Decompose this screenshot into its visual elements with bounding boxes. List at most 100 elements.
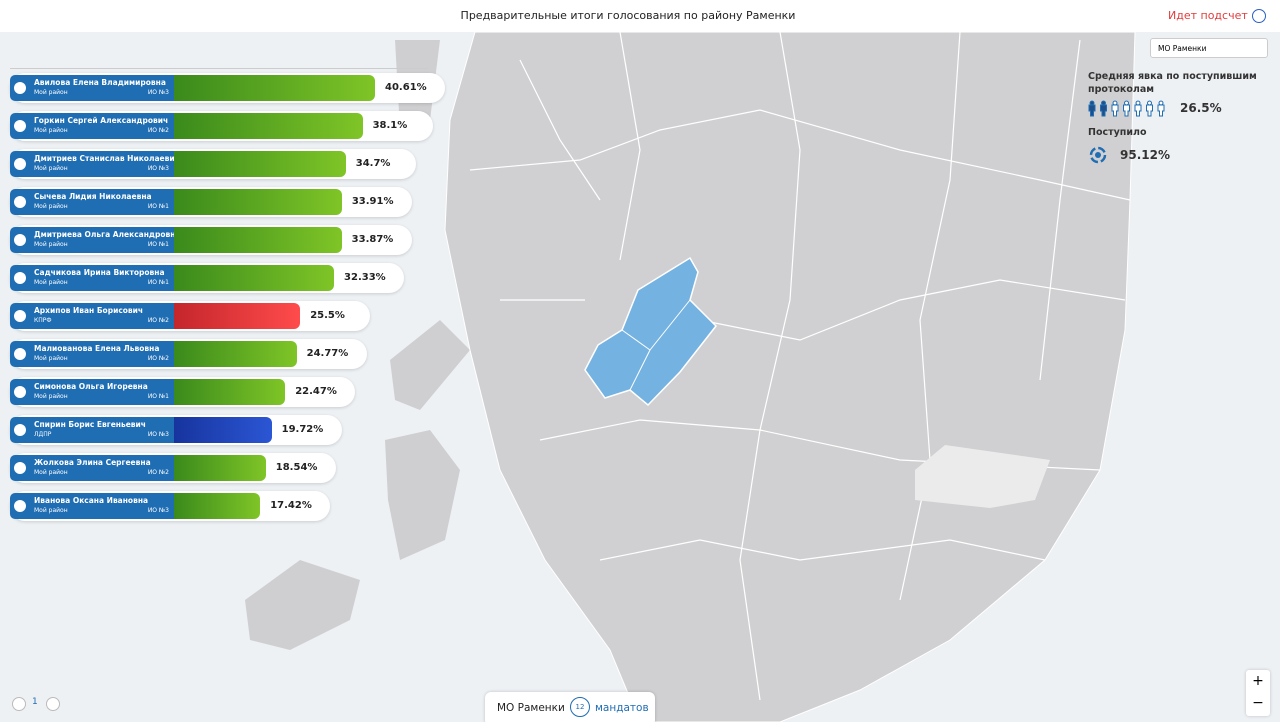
candidate-label: Сычева Лидия Николаевна Мой район ИО №1 [10,189,174,215]
candidate-label: Архипов Иван Борисович КПРФ ИО №2 [10,303,174,329]
candidate-name: Симонова Ольга Игоревна [34,382,148,391]
value-label: 18.54% [275,462,318,473]
value-label: 22.47% [295,386,337,397]
candidate-district: ИО №3 [147,89,169,96]
zoom-in[interactable]: + [1252,673,1264,689]
candidate-district: ИО №1 [147,203,169,210]
value-label: 40.61% [385,82,427,93]
candidate-label: Иванова Оксана Ивановна Мой район ИО №3 [10,493,174,519]
bar [174,227,342,253]
party-icon [14,234,26,246]
candidate-label: Дмитриева Ольга Александровна Мой район ИО… [10,227,180,253]
mandates-label: мандатов [595,702,649,714]
candidate-party: Мой район [34,241,68,248]
person-icon [1157,100,1165,117]
value-label: 17.42% [270,500,312,511]
divider [10,68,428,69]
party-icon [14,120,26,132]
candidate-label: Авилова Елена Владимировна Мой район ИО №3 [10,75,174,101]
play-button[interactable] [1252,9,1266,23]
bar [174,379,286,405]
value-label: 25.5% [310,310,345,321]
received-label: Поступило [1088,127,1147,138]
candidate-name: Дмитриев Станислав Николаевич [34,154,180,163]
candidate-label: Дмитриев Станислав Николаевич Мой район ИО… [10,151,180,177]
map-area [245,40,470,650]
candidate-district: ИО №1 [147,393,169,400]
received-value: 95.12% [1120,148,1170,162]
candidate-party: Мой район [34,507,68,514]
candidate-party: Мой район [34,203,68,210]
candidate-label: Садчикова Ирина Викторовна Мой район ИО №1 [10,265,174,291]
candidate-party: КПРФ [34,317,52,324]
person-icon [1146,100,1153,117]
candidate-district: ИО №1 [147,279,169,286]
candidate-party: Мой район [34,279,68,286]
received-icon [1089,146,1107,164]
bar [174,455,266,481]
value-label: 24.77% [306,348,349,359]
bar [174,113,363,139]
candidate-label: Малиованова Елена Львовна Мой район ИО №2 [10,341,174,367]
district-select[interactable]: МО Раменки [1150,38,1268,58]
person-icon [1100,100,1107,117]
city-area [444,31,1136,722]
candidate-district: ИО №2 [147,469,169,476]
party-icon [14,500,26,512]
turnout-icons [1088,100,1165,117]
title: Предварительные итоги голосования по рай… [460,9,796,22]
candidate-name: Иванова Оксана Ивановна [34,496,149,505]
footer-district: МО Раменки [497,702,565,714]
candidate-name: Садчикова Ирина Викторовна [34,268,165,277]
candidate-name: Жолкова Элина Сергеевна [34,458,151,467]
candidate-district: ИО №3 [147,431,169,438]
party-icon [14,158,26,170]
candidate-party: Мой район [34,393,68,400]
bar [174,417,272,443]
party-icon [14,462,26,474]
zoom-controls: + − [1246,670,1270,716]
candidate-label: Симонова Ольга Игоревна Мой район ИО №1 [10,379,174,405]
turnout-label: Средняя явка по поступившим протоколам [1088,71,1257,95]
turnout-value: 26.5% [1180,101,1222,115]
candidate-name: Дмитриева Ольга Александровна [34,230,181,239]
value-label: 34.7% [355,158,391,169]
value-label: 19.72% [281,424,324,435]
person-icon [1134,100,1142,117]
candidate-label: Горкин Сергей Александрович Мой район ИО №… [10,113,174,139]
candidate-party: Мой район [34,127,68,134]
candidate-district: ИО №1 [147,241,169,248]
candidate-name: Архипов Иван Борисович [34,306,144,315]
header: Предварительные итоги голосования по рай… [0,0,1280,32]
candidate-name: Горкин Сергей Александрович [34,116,169,125]
bar [174,493,261,519]
bar [174,303,301,329]
park [915,445,1050,508]
candidate-party: Мой район [34,469,68,476]
candidate-district: ИО №2 [147,355,169,362]
page-number[interactable]: 1 [32,697,38,707]
prev-page[interactable] [12,697,26,711]
zoom-out[interactable]: − [1252,695,1264,711]
person-icon [1123,100,1130,117]
candidate-district: ИО №2 [147,127,169,134]
person-icon [1111,100,1119,117]
party-icon [14,82,26,94]
party-icon [14,386,26,398]
party-icon [14,310,26,322]
candidate-party: Мой район [34,89,68,96]
bar [174,151,346,177]
footer-tab[interactable]: МО Раменки 12 мандатов [485,692,655,722]
candidate-district: ИО №3 [147,165,169,172]
candidate-name: Сычева Лидия Николаевна [34,192,152,201]
candidate-name: Спирин Борис Евгеньевич [34,420,146,429]
selected-district [584,256,717,407]
bar [174,189,342,215]
candidate-name: Малиованова Елена Львовна [34,344,160,353]
value-label: 33.87% [351,234,394,245]
next-page[interactable] [46,697,60,711]
party-icon [14,424,26,436]
status: Идет подсчет [1168,9,1248,22]
candidate-party: ЛДПР [34,431,52,438]
